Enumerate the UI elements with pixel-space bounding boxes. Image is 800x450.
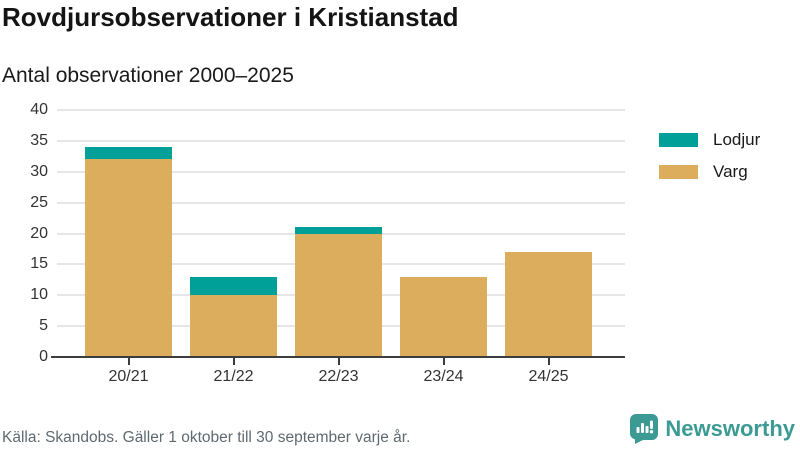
x-tick-mark xyxy=(547,358,550,365)
y-tick-label-40: 40 xyxy=(30,101,48,118)
y-tick-label-0: 0 xyxy=(39,348,48,365)
gridline-40 xyxy=(57,109,625,111)
chart-subtitle: Antal observationer 2000–2025 xyxy=(2,64,294,87)
legend: Lodjur Varg xyxy=(659,130,760,182)
y-tick-label-15: 15 xyxy=(30,255,48,273)
bar-segment-varg xyxy=(295,233,382,357)
bar-segment-varg xyxy=(85,159,172,357)
legend-swatch-lodjur xyxy=(659,133,698,147)
bar-23-24 xyxy=(400,276,487,357)
brand-wordmark: Newsworthy xyxy=(665,416,795,441)
x-tick-mark xyxy=(442,358,445,365)
y-tick-label-35: 35 xyxy=(30,131,48,149)
x-tick-label: 22/23 xyxy=(318,368,359,385)
y-tick-label-25: 25 xyxy=(30,193,48,211)
y-tick-label-5: 5 xyxy=(39,317,48,335)
legend-label: Varg xyxy=(713,162,748,181)
bar-22-23 xyxy=(295,227,382,357)
gridline-25 xyxy=(57,201,625,204)
bar-segment-lodjur xyxy=(295,227,382,234)
bar-24-25 xyxy=(505,252,592,357)
x-tick-label: 24/25 xyxy=(528,368,569,385)
gridline-35 xyxy=(57,139,625,142)
x-tick-22-23: 22/23 xyxy=(295,358,382,386)
legend-label: Lodjur xyxy=(713,130,761,149)
x-tick-label: 20/21 xyxy=(108,368,149,385)
x-axis: 20/21 21/22 22/23 23/24 24/25 xyxy=(57,358,625,386)
source-note: Källa: Skandobs. Gäller 1 oktober till 3… xyxy=(2,429,411,446)
plot-area xyxy=(51,109,625,358)
bar-segment-varg xyxy=(400,276,487,357)
x-tick-mark xyxy=(127,358,130,365)
brand-logo: Newsworthy xyxy=(630,414,795,444)
legend-swatch-varg xyxy=(659,165,698,179)
y-axis-labels: 0 5 10 15 20 25 30 35 40 xyxy=(0,101,48,365)
y-tick-label-30: 30 xyxy=(30,162,48,180)
x-tick-mark xyxy=(232,358,235,365)
bars xyxy=(57,110,625,357)
gridline-30 xyxy=(57,170,625,173)
x-tick-label: 23/24 xyxy=(423,368,464,385)
x-axis-line xyxy=(51,356,625,358)
x-tick-20-21: 20/21 xyxy=(85,358,172,386)
newsworthy-icon xyxy=(630,414,659,444)
bar-20-21 xyxy=(85,147,172,357)
x-tick-mark xyxy=(337,358,340,365)
legend-item-varg: Varg xyxy=(659,162,760,182)
bar-21-22 xyxy=(190,276,277,357)
x-tick-label: 21/22 xyxy=(213,368,254,385)
bar-segment-lodjur xyxy=(190,276,277,296)
bar-segment-varg xyxy=(505,252,592,357)
y-tick-label-10: 10 xyxy=(30,286,48,304)
y-tick-label-20: 20 xyxy=(30,224,48,242)
x-tick-24-25: 24/25 xyxy=(505,358,592,386)
x-tick-21-22: 21/22 xyxy=(190,358,277,386)
bar-segment-varg xyxy=(190,295,277,357)
legend-item-lodjur: Lodjur xyxy=(659,130,760,150)
bar-segment-lodjur xyxy=(85,147,172,160)
chart-title: Rovdjursobservationer i Kristianstad xyxy=(2,2,459,32)
x-tick-23-24: 23/24 xyxy=(400,358,487,386)
